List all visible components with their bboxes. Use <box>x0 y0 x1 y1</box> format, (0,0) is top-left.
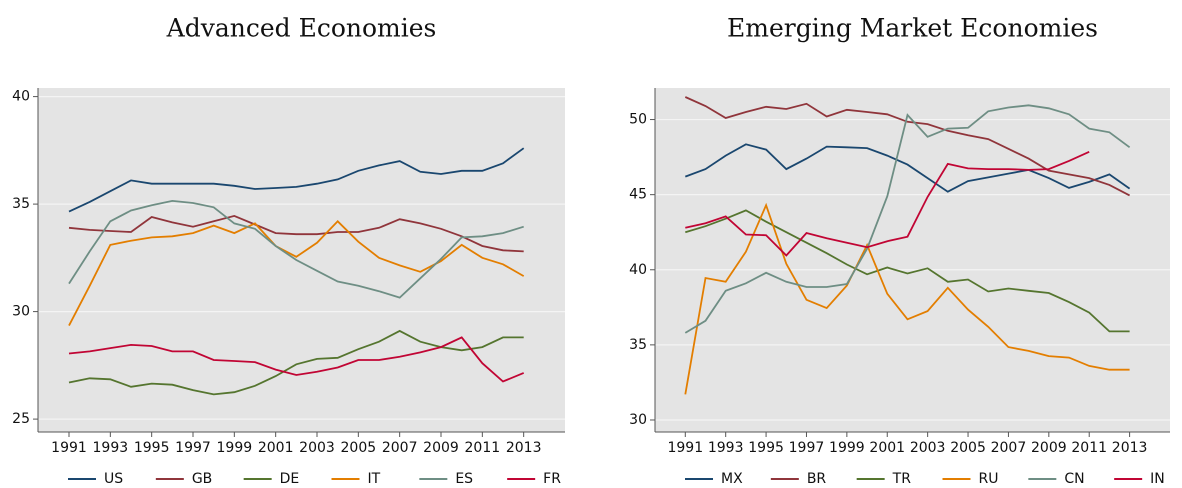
x-tick-label: 1993 <box>93 440 129 456</box>
y-tick-label: 30 <box>629 412 647 428</box>
x-tick-label: 1993 <box>708 440 744 456</box>
legend-label: ES <box>455 471 473 487</box>
x-tick-label: 2003 <box>299 440 335 456</box>
legend-label: US <box>104 471 123 487</box>
legend-label: DE <box>280 471 300 487</box>
plot-area <box>655 88 1170 432</box>
x-tick-label: 2009 <box>423 440 459 456</box>
legend-label: CN <box>1064 471 1084 487</box>
series-line <box>684 143 1131 193</box>
series-line <box>684 202 1130 395</box>
series-line <box>68 220 525 327</box>
chart-panel: Advanced Economies 25 30 35 40 1991 1993 1995 19… <box>12 14 565 487</box>
x-tick-label: 1997 <box>789 440 825 456</box>
legend-label: GB <box>192 471 212 487</box>
legend-label: IT <box>368 471 381 487</box>
plot-area <box>38 88 565 432</box>
series-line <box>68 214 524 253</box>
series-line <box>68 147 525 213</box>
chart-panel: Emerging Market Economies 30 35 40 45 50 1991 1… <box>629 14 1170 487</box>
y-tick-label: 40 <box>629 262 647 278</box>
x-tick-label: 2003 <box>910 440 946 456</box>
series-line <box>685 209 1130 333</box>
series-line <box>684 104 1131 334</box>
y-tick-label: 50 <box>629 112 647 128</box>
legend-label: FR <box>543 471 561 487</box>
series-line <box>68 199 524 299</box>
y-tick-label: 35 <box>12 196 30 212</box>
y-tick-label: 40 <box>12 89 30 105</box>
legend-label: RU <box>979 471 999 487</box>
legend-label: MX <box>721 471 743 487</box>
y-tick-label: 30 <box>12 304 30 320</box>
series-line <box>685 150 1090 257</box>
x-tick-label: 1991 <box>51 440 87 456</box>
x-tick-label: 1995 <box>134 440 170 456</box>
y-tick-label: 25 <box>12 411 30 427</box>
series-line <box>68 329 524 396</box>
legend-label: IN <box>1150 471 1165 487</box>
x-tick-label: 2009 <box>1031 440 1067 456</box>
legend-label: TR <box>892 471 912 487</box>
chart-title: Advanced Economies <box>166 14 437 43</box>
x-tick-label: 2007 <box>382 440 418 456</box>
x-tick-label: 2005 <box>341 440 377 456</box>
series-line <box>684 96 1131 197</box>
x-tick-label: 2005 <box>950 440 986 456</box>
x-tick-label: 1995 <box>748 440 784 456</box>
x-tick-label: 2001 <box>869 440 905 456</box>
series-line <box>68 336 525 383</box>
x-tick-label: 2013 <box>1112 440 1148 456</box>
x-tick-label: 1997 <box>175 440 211 456</box>
x-tick-label: 2011 <box>465 440 501 456</box>
y-tick-label: 35 <box>629 337 647 353</box>
x-tick-label: 2007 <box>991 440 1027 456</box>
legend-label: BR <box>807 471 827 487</box>
x-tick-label: 2001 <box>258 440 294 456</box>
y-tick-label: 45 <box>629 187 647 203</box>
x-tick-label: 1999 <box>829 440 865 456</box>
x-tick-label: 1991 <box>667 440 703 456</box>
x-tick-label: 1999 <box>217 440 253 456</box>
chart-title: Emerging Market Economies <box>727 14 1098 43</box>
x-tick-label: 2011 <box>1071 440 1107 456</box>
x-tick-label: 2013 <box>506 440 542 456</box>
